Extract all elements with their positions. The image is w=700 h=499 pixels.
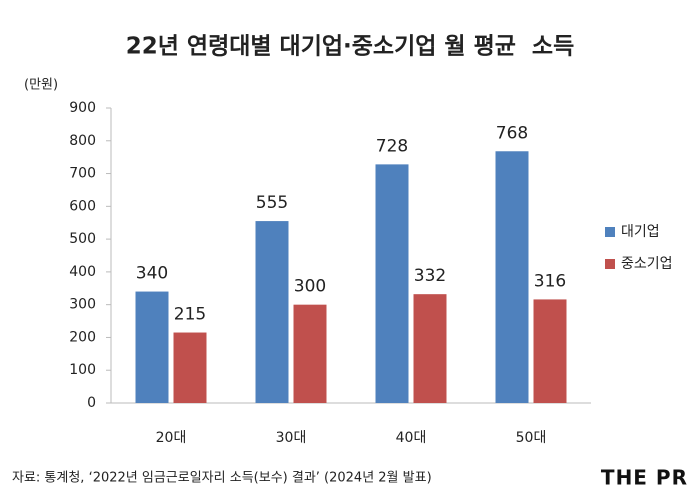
y-tick-label: 800 bbox=[69, 133, 96, 149]
value-label: 300 bbox=[294, 277, 326, 297]
legend-swatch bbox=[605, 227, 615, 237]
value-label: 555 bbox=[256, 193, 288, 213]
bar bbox=[495, 151, 529, 403]
value-label: 316 bbox=[534, 271, 566, 291]
x-tick-label: 30대 bbox=[276, 430, 307, 446]
bar bbox=[533, 299, 567, 403]
bar bbox=[173, 332, 207, 403]
x-tick-label: 40대 bbox=[396, 430, 427, 446]
legend-label: 대기업 bbox=[621, 224, 660, 240]
y-axis-label: (만원) bbox=[24, 78, 58, 93]
value-label: 768 bbox=[496, 123, 528, 143]
y-tick-label: 700 bbox=[69, 166, 96, 182]
logo: THE PR bbox=[601, 466, 688, 490]
bar bbox=[413, 294, 447, 403]
value-label: 332 bbox=[414, 266, 446, 286]
legend-label: 중소기업 bbox=[621, 256, 673, 272]
x-tick-label: 50대 bbox=[516, 430, 547, 446]
y-tick-label: 300 bbox=[69, 297, 96, 313]
bar bbox=[135, 291, 169, 403]
y-tick-label: 100 bbox=[69, 362, 96, 378]
bar bbox=[255, 221, 289, 403]
legend-swatch bbox=[605, 259, 615, 269]
bar bbox=[293, 304, 327, 403]
x-tick-label: 20대 bbox=[156, 430, 187, 446]
value-label: 728 bbox=[376, 136, 408, 156]
y-tick-label: 600 bbox=[69, 198, 96, 214]
value-label: 340 bbox=[136, 264, 168, 284]
value-label: 215 bbox=[174, 305, 206, 325]
source: 자료: 통계청, ‘2022년 임금근로일자리 소득(보수) 결과’ (2024… bbox=[12, 471, 432, 486]
y-tick-label: 400 bbox=[69, 264, 96, 280]
y-tick-label: 900 bbox=[69, 100, 96, 116]
chart-title: 22년 연령대별 대기업·중소기업 월 평균 소득 bbox=[126, 34, 575, 60]
y-tick-label: 200 bbox=[69, 329, 96, 345]
y-tick-label: 500 bbox=[69, 231, 96, 247]
y-tick-label: 0 bbox=[87, 395, 96, 411]
bar bbox=[375, 164, 409, 403]
